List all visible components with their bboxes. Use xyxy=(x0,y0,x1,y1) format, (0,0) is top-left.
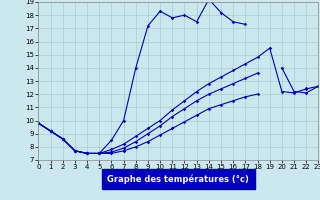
X-axis label: Graphe des températures (°c): Graphe des températures (°c) xyxy=(108,174,249,184)
